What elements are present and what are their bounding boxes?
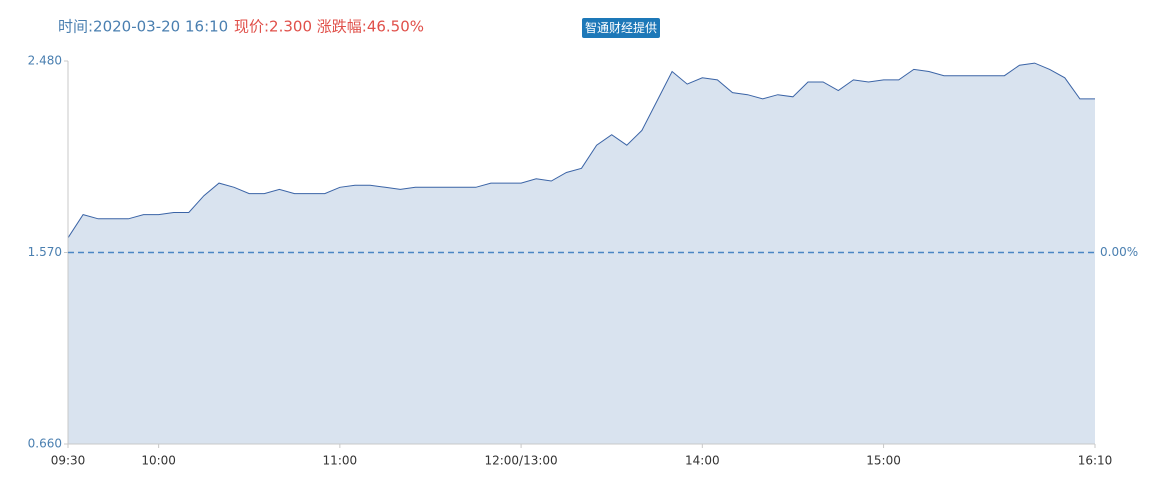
chart-subtitle: 现价:2.300 涨跌幅:46.50% xyxy=(234,18,424,36)
line xyxy=(67,62,1095,239)
badge-text: 智通财经提供 xyxy=(585,20,657,35)
x-tick-label: 09:30 xyxy=(51,454,86,468)
chart-title: 时间:2020-03-20 16:10 xyxy=(58,18,228,36)
y-tick-label: 0.660 xyxy=(28,437,62,451)
x-tick-label: 16:10 xyxy=(1078,454,1113,468)
x-tick-label: 14:00 xyxy=(685,454,720,468)
y2-tick-label: 0.00% xyxy=(1100,245,1138,259)
x-tick-label: 12:00/13:00 xyxy=(484,454,557,468)
x-tick-label: 15:00 xyxy=(866,454,901,468)
badge xyxy=(582,18,660,38)
y-tick-label: 2.480 xyxy=(28,54,62,68)
x-tick-label: 10:00 xyxy=(141,454,176,468)
y-tick-label: 1.570 xyxy=(28,245,62,259)
area xyxy=(68,63,1095,444)
x-tick-label: 11:00 xyxy=(323,454,358,468)
